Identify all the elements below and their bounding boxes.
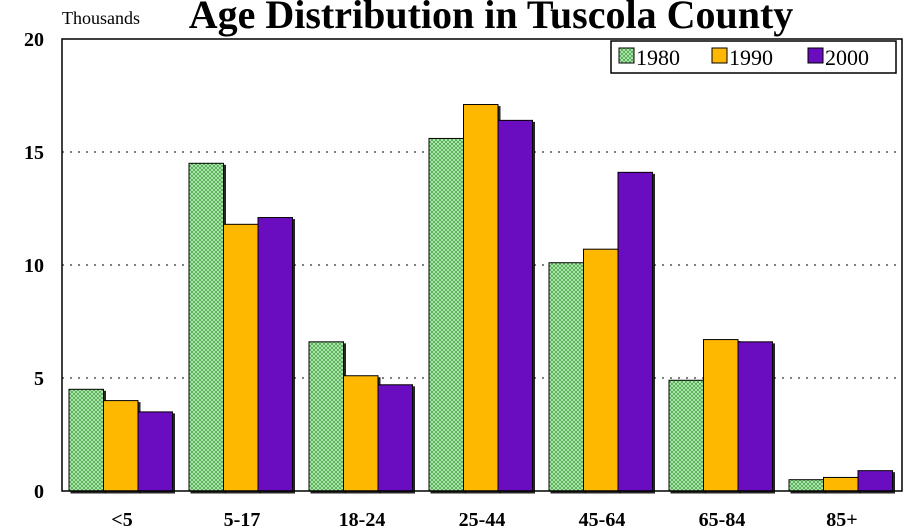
bar-2000-<5 — [137, 411, 173, 492]
legend-swatch — [618, 47, 635, 64]
bar-1980-25-44 — [428, 137, 464, 492]
x-tick-label: 25-44 — [459, 509, 506, 531]
bar-1990-18-24 — [343, 375, 379, 492]
x-tick-label: 65-84 — [699, 509, 746, 531]
x-axis-ticks: <5 5-17 18-24 25-44 45-64 65-84 85+ — [111, 509, 857, 531]
chart-title: Age Distribution in Tuscola County — [189, 0, 794, 37]
legend-label: 1990 — [729, 45, 773, 70]
bar-1980-85+ — [788, 479, 824, 492]
bar-2000-65-84 — [737, 341, 773, 492]
legend-label: 2000 — [825, 45, 869, 70]
bar-1990-5-17 — [223, 223, 259, 492]
x-tick-label: 5-17 — [224, 509, 261, 531]
y-tick-label: 20 — [24, 29, 44, 51]
bar-2000-85+ — [857, 470, 893, 492]
bar-1980-45-64 — [548, 262, 584, 492]
x-tick-label: 85+ — [826, 509, 857, 531]
plot-frame — [61, 38, 903, 492]
x-tick-label: 18-24 — [339, 509, 386, 531]
legend-box — [610, 40, 897, 74]
bar-1980-18-24 — [308, 341, 344, 492]
bar-1990-45-64 — [583, 248, 619, 492]
bar-1990-85+ — [823, 476, 859, 492]
bar-1990-65-84 — [703, 339, 739, 492]
legend-label: 1980 — [636, 45, 680, 70]
y-tick-label: 10 — [24, 255, 44, 277]
x-tick-label: 45-64 — [579, 509, 626, 531]
bar-1980-5-17 — [188, 162, 224, 492]
bar-2000-18-24 — [377, 384, 413, 492]
y-tick-label: 15 — [24, 142, 44, 164]
bar-1990-<5 — [103, 400, 139, 492]
legend-swatch — [807, 47, 824, 64]
bar-2000-25-44 — [497, 119, 533, 492]
bar-1990-25-44 — [463, 104, 499, 492]
y-tick-label: 0 — [34, 481, 44, 503]
bar-1980-<5 — [68, 388, 104, 492]
bar-2000-5-17 — [257, 217, 293, 492]
bar-1980-65-84 — [668, 379, 704, 492]
y-axis-unit-label: Thousands — [62, 8, 140, 28]
legend: 1980 1990 2000 — [610, 40, 897, 74]
bar-2000-45-64 — [617, 171, 653, 492]
y-axis-ticks: 0 5 10 15 20 — [24, 29, 44, 503]
y-tick-label: 5 — [34, 368, 44, 390]
bars — [68, 104, 893, 492]
x-tick-label: <5 — [111, 509, 132, 531]
legend-swatch — [711, 47, 728, 64]
